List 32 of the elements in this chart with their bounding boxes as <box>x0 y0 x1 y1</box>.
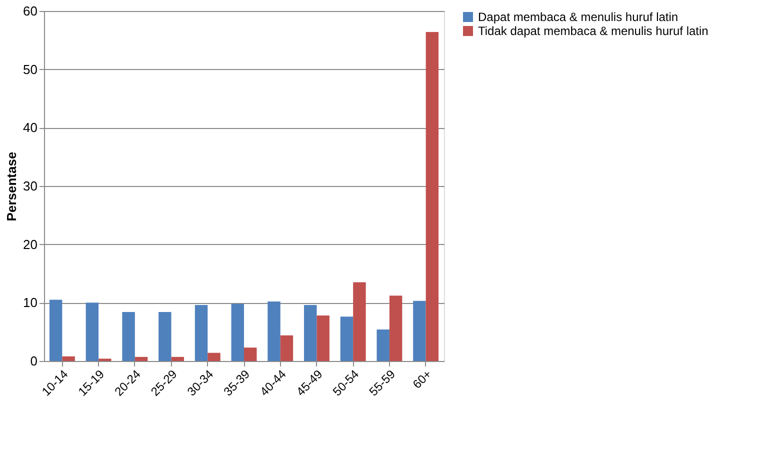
x-tick-label: 60+ <box>410 367 434 392</box>
bar <box>353 282 366 361</box>
legend-label: Dapat membaca & menulis huruf latin <box>478 10 678 24</box>
bar <box>122 312 135 361</box>
bar <box>49 300 62 361</box>
bar <box>208 352 220 361</box>
bar <box>426 32 439 361</box>
bar <box>413 300 426 361</box>
bar <box>304 305 317 361</box>
bar <box>194 305 208 361</box>
y-axis-title: Persentase <box>4 152 20 222</box>
y-tick-label: 50 <box>23 62 38 77</box>
y-tick-label: 30 <box>23 178 38 194</box>
bar <box>62 356 75 361</box>
bar <box>280 335 294 361</box>
bar <box>268 302 280 361</box>
bar <box>134 356 148 361</box>
bar <box>231 304 244 361</box>
bar <box>158 312 172 361</box>
bar <box>376 330 390 361</box>
y-tick-label: 20 <box>23 236 38 252</box>
bar <box>389 296 402 361</box>
y-tick-label: 40 <box>23 120 38 136</box>
bar <box>171 356 184 361</box>
bar <box>86 302 99 361</box>
legend-label: Tidak dapat membaca & menulis huruf latin <box>478 24 708 38</box>
y-tick-label: 60 <box>23 4 38 18</box>
y-tick-label: 10 <box>23 295 38 310</box>
bar <box>244 348 257 361</box>
bar <box>316 316 330 361</box>
y-tick-label: 0 <box>30 354 38 368</box>
bar <box>340 316 354 361</box>
